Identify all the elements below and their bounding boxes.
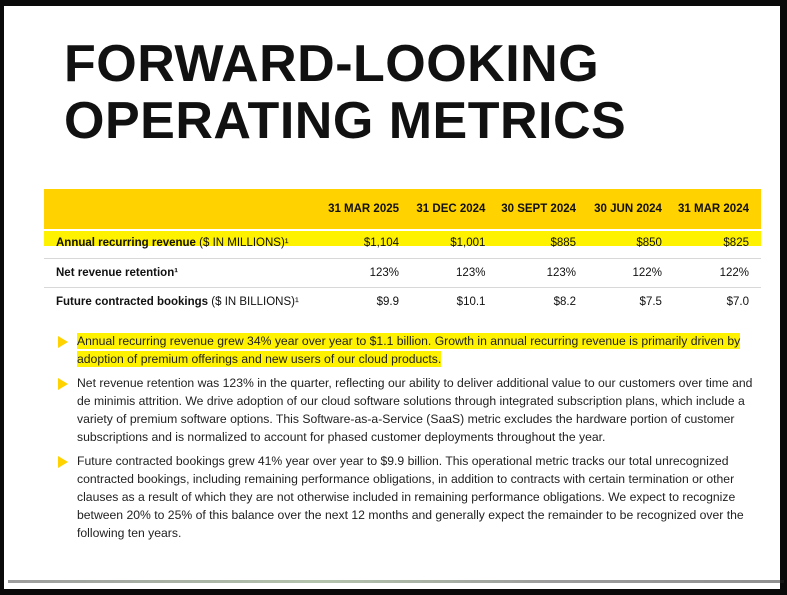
table-cell: $850 xyxy=(588,229,674,258)
title-line-1: FORWARD-LOOKING xyxy=(64,35,600,93)
triangle-bullet-icon xyxy=(58,336,68,348)
table-cell: $9.9 xyxy=(376,295,400,308)
table-header-cell: 30 SEPT 2024 xyxy=(501,203,577,215)
table-cell: $8.2 xyxy=(553,295,577,308)
table-header-cell: 31 MAR 2024 xyxy=(678,203,749,215)
table-header-cell xyxy=(44,189,323,229)
table-row: Future contracted bookings ($ IN BILLION… xyxy=(44,287,761,316)
triangle-bullet-icon xyxy=(58,378,68,390)
table-cell: $825 xyxy=(673,229,761,258)
table-cell: $7.0 xyxy=(726,295,749,308)
triangle-bullet-icon xyxy=(58,456,68,468)
row-label-text: Future contracted bookings xyxy=(56,295,209,308)
list-item: Net revenue retention was 123% in the qu… xyxy=(56,374,756,446)
row-label-text: Net revenue retention¹ xyxy=(56,266,179,279)
table-cell: 122% xyxy=(632,266,662,279)
table-header-cell: 31 DEC 2024 xyxy=(416,203,486,215)
row-label: Net revenue retention¹ xyxy=(44,258,323,287)
table-cell: 123% xyxy=(546,266,577,279)
bullet-list: Annual recurring revenue grew 34% year o… xyxy=(56,332,756,548)
bullet-text: Net revenue retention was 123% in the qu… xyxy=(77,376,753,444)
table-cell: $1,001 xyxy=(411,229,498,258)
table-cell: 123% xyxy=(369,266,400,279)
table-header-cell: 31 MAR 2025 xyxy=(328,203,400,215)
title-line-2: OPERATING METRICS xyxy=(64,92,627,150)
table-cell: $1,104 xyxy=(322,229,412,258)
metrics-table: 31 MAR 2025 31 DEC 2024 30 SEPT 2024 30 … xyxy=(44,189,761,316)
row-label-unit: ($ IN MILLIONS)¹ xyxy=(195,237,289,250)
bullet-text: Future contracted bookings grew 41% year… xyxy=(77,454,744,540)
table-cell: $10.1 xyxy=(456,295,486,308)
list-item: Annual recurring revenue grew 34% year o… xyxy=(56,332,756,368)
table-cell: 122% xyxy=(719,266,749,279)
list-item: Future contracted bookings grew 41% year… xyxy=(56,452,756,542)
table-cell: $7.5 xyxy=(639,295,662,308)
row-label: Future contracted bookings ($ IN BILLION… xyxy=(44,287,323,316)
bullet-text: Annual recurring revenue grew 34% year o… xyxy=(77,333,741,367)
bottom-edge-strip xyxy=(8,580,784,583)
table-row: Annual recurring revenue ($ IN MILLIONS)… xyxy=(44,229,761,258)
table-header-cell: 30 JUN 2024 xyxy=(594,203,662,215)
table-cell: $885 xyxy=(497,229,589,258)
row-label-unit: ($ IN BILLIONS)¹ xyxy=(208,295,299,308)
table-row: Net revenue retention¹ 123% 123% 123% 12… xyxy=(44,258,761,287)
page-title: FORWARD-LOOKING OPERATING METRICS xyxy=(64,36,626,150)
metrics-table-container: 31 MAR 2025 31 DEC 2024 30 SEPT 2024 30 … xyxy=(44,189,761,316)
row-label-text: Annual recurring revenue xyxy=(56,237,196,250)
table-header-row: 31 MAR 2025 31 DEC 2024 30 SEPT 2024 30 … xyxy=(44,189,761,229)
row-label: Annual recurring revenue ($ IN MILLIONS)… xyxy=(44,229,323,258)
table-cell: 123% xyxy=(456,266,486,279)
